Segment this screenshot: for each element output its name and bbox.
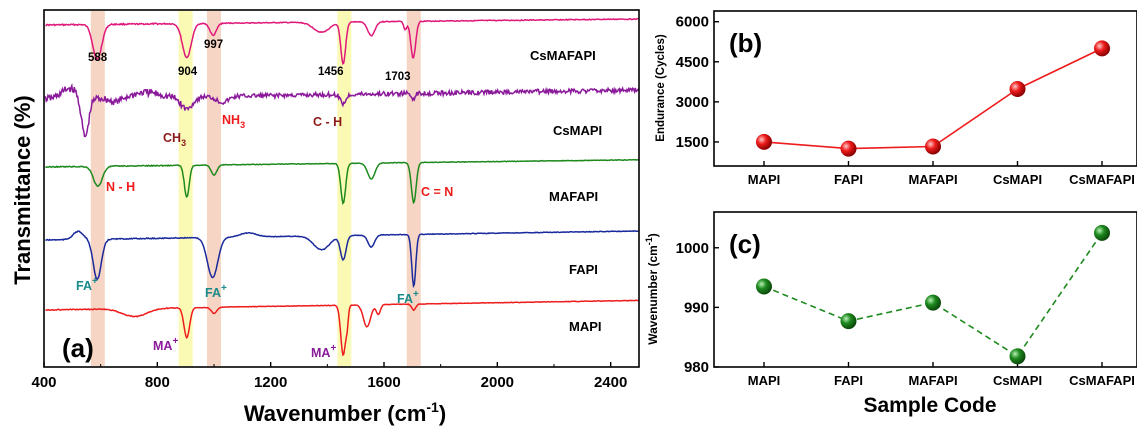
b-x-tick-label-csmapi: CsMAPI (993, 172, 1042, 187)
b-y-tick-label-6000: 6000 (676, 14, 709, 31)
b-x-tick-label-mapi: MAPI (748, 172, 781, 187)
c-point-mapi (756, 278, 772, 295)
spectrum-mapi (45, 299, 640, 357)
c-x-tick-label-mapi: MAPI (748, 373, 781, 388)
b-y-tick-label-3000: 3000 (676, 94, 709, 111)
x-tick-label-400: 400 (31, 374, 56, 391)
spectrum-csmafapi (45, 17, 639, 66)
spectrum-csmapi (44, 82, 640, 138)
band-4 (406, 11, 421, 366)
wavenumber-series (756, 224, 1110, 365)
b-y-tick-label-1500: 1500 (676, 134, 709, 151)
b-point-mafapi (925, 138, 941, 155)
c-x-tick-label-mafapi: MAFAPI (908, 373, 957, 388)
peak-label-588: 588 (88, 52, 108, 64)
annotation-c-eq-n: C = N (421, 185, 453, 199)
highlight-bands (90, 11, 421, 366)
band-1 (178, 11, 193, 366)
c-x-tick-label-csmafapi: CsMAFAPI (1069, 373, 1135, 388)
annotation-fa-3: FA+ (397, 289, 419, 306)
panel-label-c: (c) (729, 229, 761, 259)
annotation-n-h: N - H (106, 180, 135, 194)
c-y-tick-label-1000: 1000 (676, 240, 709, 257)
panel-b-endurance: MAPI FAPI MAFAPI CsMAPI CsMAFAPI 1500 3000 4500… (655, 10, 1137, 187)
c-y-tick-label-990: 990 (684, 299, 709, 316)
c-point-mafapi (925, 294, 941, 311)
x-tick-label-2400: 2400 (594, 374, 627, 391)
c-y-tick-label-980: 980 (684, 359, 709, 376)
annotation-nh3: NH3 (222, 113, 245, 130)
series-label-mapi: MAPI (569, 319, 602, 334)
c-x-tick-label-fapi: FAPI (834, 373, 863, 388)
b-x-tick-label-fapi: FAPI (834, 172, 863, 187)
c-series-line (763, 232, 1103, 358)
panel-label-a: (a) (62, 333, 94, 363)
plot-frame-b (713, 10, 1137, 167)
series-label-fapi: FAPI (569, 262, 598, 277)
annotation-fa-2: FA+ (205, 283, 227, 300)
x-axis-title-c: Sample Code (863, 394, 996, 417)
series-label-csmafapi: CsMAFAPI (530, 48, 596, 63)
panel-label-b: (b) (729, 28, 762, 58)
annotation-fa-1: FA+ (76, 276, 98, 293)
b-x-tick-label-mafapi: MAFAPI (908, 172, 957, 187)
b-point-mapi (756, 133, 772, 150)
band-0 (90, 11, 105, 366)
axis-ticks-c: MAPI FAPI MAFAPI CsMAPI CsMAFAPI 980 990 1000 (676, 240, 1135, 388)
annotation-ma-1: MA+ (153, 336, 178, 353)
c-x-tick-label-csmapi: CsMAPI (993, 373, 1042, 388)
series-label-mafapi: MAFAPI (549, 189, 598, 204)
b-y-tick-label-4500: 4500 (676, 54, 709, 71)
peak-label-904: 904 (178, 66, 198, 78)
y-axis-title-a: Transmittance (%) (10, 95, 35, 285)
peak-label-1456: 1456 (318, 66, 344, 78)
b-x-tick-label-csmafapi: CsMAFAPI (1069, 172, 1135, 187)
annotation-c-h: C - H (313, 115, 342, 129)
spectrum-mafapi (45, 158, 639, 206)
x-tick-label-1600: 1600 (367, 374, 400, 391)
plot-frame-a (43, 9, 640, 368)
b-point-csmapi (1009, 81, 1026, 97)
x-tick-label-800: 800 (145, 374, 170, 391)
annotation-ch3: CH3 (163, 131, 186, 148)
c-point-fapi (840, 313, 857, 330)
series-label-csmapi: CsMAPI (553, 123, 602, 138)
peak-label-1703: 1703 (385, 71, 411, 83)
annotation-ma-2: MA+ (311, 343, 336, 360)
plot-frame-c (713, 211, 1137, 368)
x-tick-label-2000: 2000 (481, 374, 514, 391)
panel-a-ftir-spectra: 400 800 1200 1600 2000 2400 CsMAFAPI CsMAPI M… (10, 9, 640, 426)
c-point-csmapi (1009, 348, 1026, 365)
y-axis-title-b: Endurance (Cycles) (655, 34, 667, 142)
x-ticks-a: 400 800 1200 1600 2000 2400 (31, 362, 627, 391)
c-point-csmafapi (1094, 224, 1110, 241)
spectrum-fapi (45, 229, 640, 289)
panel-c-wavenumber-shift: MAPI FAPI MAFAPI CsMAPI CsMAFAPI 980 990 1000 (… (644, 211, 1137, 417)
y-axis-title-c: Wavenumber (cm-1) (644, 233, 660, 345)
b-series-line (763, 47, 1103, 150)
axis-ticks-b: MAPI FAPI MAFAPI CsMAPI CsMAFAPI 1500 3000 4500… (676, 14, 1135, 187)
x-axis-title-a: Wavenumber (cm-1) (244, 399, 446, 426)
b-point-csmafapi (1094, 40, 1110, 57)
spectra-lines (44, 17, 640, 357)
peak-label-997: 997 (204, 39, 223, 51)
endurance-series (756, 40, 1110, 157)
x-tick-label-1200: 1200 (254, 374, 287, 391)
b-point-fapi (840, 140, 857, 157)
